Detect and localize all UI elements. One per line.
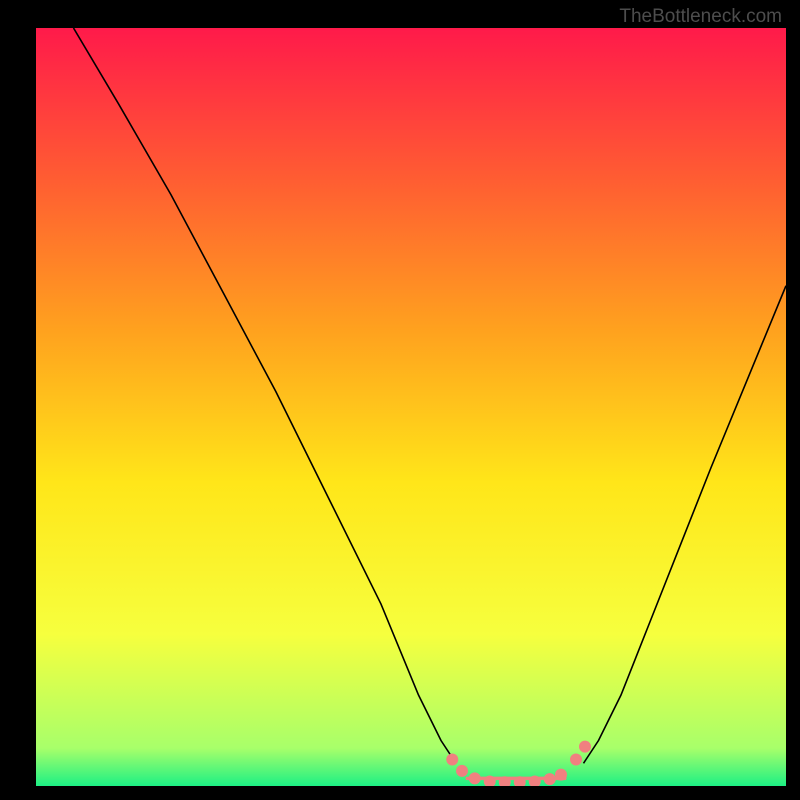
data-marker — [456, 765, 468, 777]
watermark-text: TheBottleneck.com — [619, 6, 782, 28]
data-marker — [555, 769, 567, 781]
data-marker — [570, 753, 582, 765]
data-marker — [469, 772, 481, 784]
data-marker — [544, 773, 556, 785]
data-marker — [579, 741, 591, 753]
curve-left — [74, 28, 457, 763]
chart-svg — [36, 28, 786, 786]
chart-plot-area — [36, 28, 786, 786]
data-marker — [446, 753, 458, 765]
curve-right — [584, 286, 787, 764]
